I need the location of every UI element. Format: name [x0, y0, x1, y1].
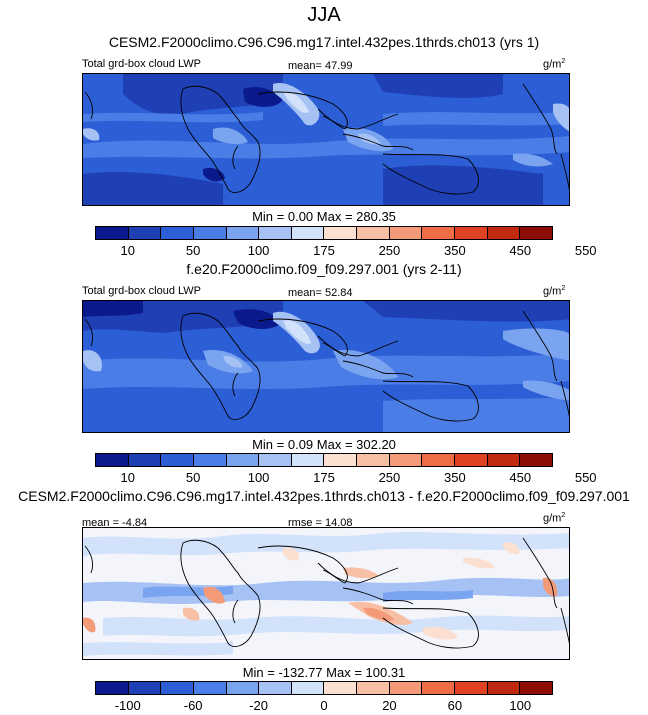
- colorbar-segment: [128, 682, 162, 694]
- colorbar-segment: [455, 682, 488, 694]
- colorbar-segment: [259, 682, 292, 694]
- colorbar-segment: [520, 682, 552, 694]
- panel-1-mean-label: mean= 47.99: [288, 60, 353, 72]
- colorbar-segment: [455, 454, 488, 466]
- colorbar-segment: [291, 227, 325, 239]
- colorbar-tick-label: 450: [509, 470, 532, 485]
- panel-3-units: g/m2: [543, 512, 566, 525]
- panel-2-min-max: Min = 0.09 Max = 302.20: [252, 437, 396, 452]
- colorbar-segment: [487, 454, 521, 466]
- colorbar-segment: [96, 682, 129, 694]
- panel-2-units: g/m2: [543, 285, 566, 298]
- colorbar-segment: [357, 454, 390, 466]
- panel-2-map: [82, 300, 570, 433]
- panel-3-colorbar: [95, 681, 553, 695]
- colorbar-segment: [96, 227, 129, 239]
- colorbar-segment: [389, 682, 423, 694]
- colorbar-segment: [291, 682, 325, 694]
- colorbar-segment: [291, 454, 325, 466]
- colorbar-segment: [324, 227, 358, 239]
- colorbar-tick-label: 50: [185, 243, 201, 258]
- panel-1-title: CESM2.F2000climo.C96.C96.mg17.intel.432p…: [108, 34, 540, 50]
- panel-1-colorbar-ticks: 10 50 100 175 250 350 450 550: [95, 243, 596, 259]
- colorbar-tick-label: 175: [313, 243, 335, 258]
- colorbar-tick-label: 250: [378, 243, 401, 258]
- colorbar-segment: [422, 227, 456, 239]
- colorbar-tick-label: 100: [247, 470, 270, 485]
- colorbar-segment: [389, 454, 423, 466]
- colorbar-segment: [357, 682, 390, 694]
- panel-3-mean-label: mean = -4.84: [82, 517, 148, 529]
- panel-1-map: [82, 73, 570, 206]
- colorbar-segment: [193, 454, 227, 466]
- panel-2-colorbar: [95, 453, 553, 467]
- panel-1-variable-label: Total grd-box cloud LWP: [82, 58, 202, 70]
- colorbar-tick-label: 50: [185, 470, 201, 485]
- colorbar-tick-label: -60: [183, 698, 203, 713]
- colorbar-tick-label: 100: [247, 243, 270, 258]
- colorbar-tick-label: 10: [120, 243, 135, 258]
- colorbar-segment: [324, 454, 358, 466]
- panel-2-mean-label: mean= 52.84: [288, 287, 353, 299]
- colorbar-segment: [193, 682, 227, 694]
- colorbar-segment: [193, 227, 227, 239]
- colorbar-tick-label: 20: [382, 698, 397, 713]
- panel-1-units: g/m2: [543, 58, 566, 71]
- panel-3-min-max: Min = -132.77 Max = 100.31: [242, 665, 406, 680]
- figure-title: JJA: [307, 4, 341, 26]
- colorbar-segment: [226, 227, 260, 239]
- colorbar-segment: [161, 682, 194, 694]
- panel-3-title: CESM2.F2000climo.C96.C96.mg17.intel.432p…: [18, 488, 630, 504]
- colorbar-tick-label: 250: [378, 470, 401, 485]
- colorbar-segment: [259, 227, 292, 239]
- colorbar-tick-label: 350: [443, 243, 466, 258]
- colorbar-tick-label: -100: [114, 698, 141, 713]
- colorbar-tick-label: -20: [249, 698, 268, 713]
- colorbar-segment: [226, 454, 260, 466]
- panel-2-title: f.e20.F2000climo.f09_f09.297.001 (yrs 2-…: [186, 261, 462, 277]
- colorbar-segment: [520, 227, 552, 239]
- colorbar-tick-label: 350: [443, 470, 466, 485]
- colorbar-segment: [422, 454, 456, 466]
- colorbar-tick-label: 450: [509, 243, 532, 258]
- colorbar-segment: [357, 227, 390, 239]
- panel-1-colorbar: [95, 226, 553, 240]
- colorbar-segment: [226, 682, 260, 694]
- colorbar-segment: [487, 682, 521, 694]
- colorbar-segment: [487, 227, 521, 239]
- colorbar-segment: [128, 227, 162, 239]
- colorbar-tick-label: 175: [313, 470, 335, 485]
- panel-2-colorbar-ticks: 10 50 100 175 250 350 450 550: [95, 470, 596, 486]
- panel-2-variable-label: Total grd-box cloud LWP: [82, 285, 202, 297]
- panel-3-colorbar-ticks: -100 -60 -20 0 20 60 100: [95, 698, 553, 714]
- colorbar-segment: [455, 227, 488, 239]
- colorbar-tick-label: 10: [120, 470, 135, 485]
- colorbar-tick-label: 0: [320, 698, 328, 713]
- colorbar-segment: [259, 454, 292, 466]
- panel-1-min-max: Min = 0.00 Max = 280.35: [252, 209, 396, 224]
- panel-3-map: [82, 527, 570, 660]
- colorbar-segment: [161, 227, 194, 239]
- colorbar-tick-label: 100: [509, 698, 532, 713]
- colorbar-segment: [520, 454, 552, 466]
- colorbar-segment: [128, 454, 162, 466]
- colorbar-segment: [389, 227, 423, 239]
- colorbar-segment: [161, 454, 194, 466]
- panel-3-rmse-label: rmse = 14.08: [288, 517, 353, 529]
- colorbar-segment: [422, 682, 456, 694]
- colorbar-tick-label: 550: [574, 243, 597, 258]
- colorbar-tick-label: 550: [574, 470, 597, 485]
- colorbar-tick-label: 60: [447, 698, 463, 713]
- colorbar-segment: [324, 682, 358, 694]
- colorbar-segment: [96, 454, 129, 466]
